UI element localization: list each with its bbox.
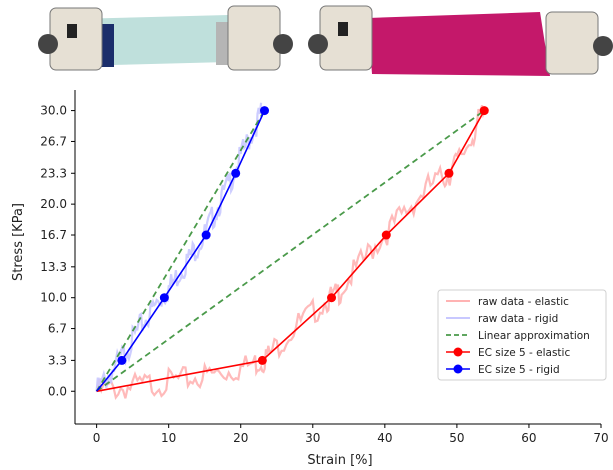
legend-label: EC size 5 - rigid bbox=[478, 364, 560, 376]
x-tick-label: 40 bbox=[377, 431, 392, 445]
grip-knob bbox=[593, 36, 613, 56]
grip-label bbox=[67, 24, 77, 38]
grip-knob bbox=[308, 34, 328, 54]
y-tick-label: 20.0 bbox=[40, 197, 67, 211]
x-axis-label: Strain [%] bbox=[307, 453, 372, 468]
legend-marker bbox=[453, 347, 463, 357]
grip-right bbox=[227, 5, 281, 71]
y-tick-label: 3.3 bbox=[48, 353, 67, 367]
legend-marker bbox=[453, 364, 463, 374]
elastic-fabric bbox=[368, 12, 550, 76]
clamp-band bbox=[216, 22, 228, 65]
data-point-ec-size-5-elastic bbox=[381, 230, 391, 240]
y-tick-label: 23.3 bbox=[40, 166, 67, 180]
data-point-ec-size-5-rigid bbox=[260, 106, 270, 116]
raw-series-raw-data-elastic bbox=[95, 105, 486, 400]
data-point-ec-size-5-elastic bbox=[257, 355, 267, 365]
x-tick-label: 20 bbox=[233, 431, 248, 445]
x-tick-label: 10 bbox=[161, 431, 176, 445]
grip-knob bbox=[273, 34, 293, 54]
grip-right bbox=[545, 11, 599, 75]
y-axis-label: Stress [KPa] bbox=[11, 203, 26, 281]
data-point-ec-size-5-elastic bbox=[327, 293, 337, 303]
x-tick-label: 70 bbox=[593, 431, 608, 445]
clamp-band bbox=[100, 24, 114, 67]
series-line-ec-size-5-elastic bbox=[96, 110, 485, 393]
x-tick-label: 30 bbox=[305, 431, 320, 445]
y-tick-label: 13.3 bbox=[40, 260, 67, 274]
y-tick-label: 0.0 bbox=[48, 384, 67, 398]
grip-left bbox=[49, 7, 103, 71]
x-tick-label: 60 bbox=[521, 431, 536, 445]
plot-area bbox=[95, 102, 489, 400]
elastic-sample-photo bbox=[308, 5, 613, 76]
legend-box bbox=[437, 289, 607, 381]
linear-approximation-line bbox=[95, 110, 266, 392]
legend-label: EC size 5 - elastic bbox=[478, 347, 570, 359]
data-point-ec-size-5-rigid bbox=[117, 355, 127, 365]
y-tick-label: 26.7 bbox=[40, 134, 67, 148]
legend-label: raw data - rigid bbox=[478, 313, 558, 325]
data-point-ec-size-5-elastic bbox=[444, 168, 454, 178]
x-tick-label: 0 bbox=[93, 431, 101, 445]
grip-label bbox=[338, 22, 348, 36]
rigid-sample-photo bbox=[38, 5, 293, 71]
data-point-ec-size-5-rigid bbox=[159, 293, 169, 303]
y-tick-label: 6.7 bbox=[48, 322, 67, 336]
x-tick-label: 50 bbox=[449, 431, 464, 445]
y-tick-label: 10.0 bbox=[40, 291, 67, 305]
series-line-ec-size-5-rigid bbox=[95, 110, 266, 392]
ticks: 0 10 20 30 40 50 60 70 0.0 3.3 6.7 10.0 13.3 16.7 20.0… bbox=[40, 104, 608, 445]
legend-label: Linear approximation bbox=[478, 330, 590, 342]
grip-knob bbox=[38, 34, 58, 54]
grip-left bbox=[319, 5, 373, 71]
legend: raw data - elastic raw data - rigid Linear… bbox=[437, 289, 607, 381]
y-tick-label: 16.7 bbox=[40, 228, 67, 242]
rigid-fabric bbox=[98, 14, 233, 66]
data-point-ec-size-5-elastic bbox=[479, 106, 489, 116]
data-point-ec-size-5-rigid bbox=[201, 230, 211, 240]
legend-label: raw data - elastic bbox=[478, 296, 569, 308]
y-tick-label: 30.0 bbox=[40, 104, 67, 118]
data-point-ec-size-5-rigid bbox=[231, 168, 241, 178]
linear-approximation-line bbox=[96, 109, 485, 392]
raw-series-raw-data-rigid bbox=[95, 102, 263, 392]
